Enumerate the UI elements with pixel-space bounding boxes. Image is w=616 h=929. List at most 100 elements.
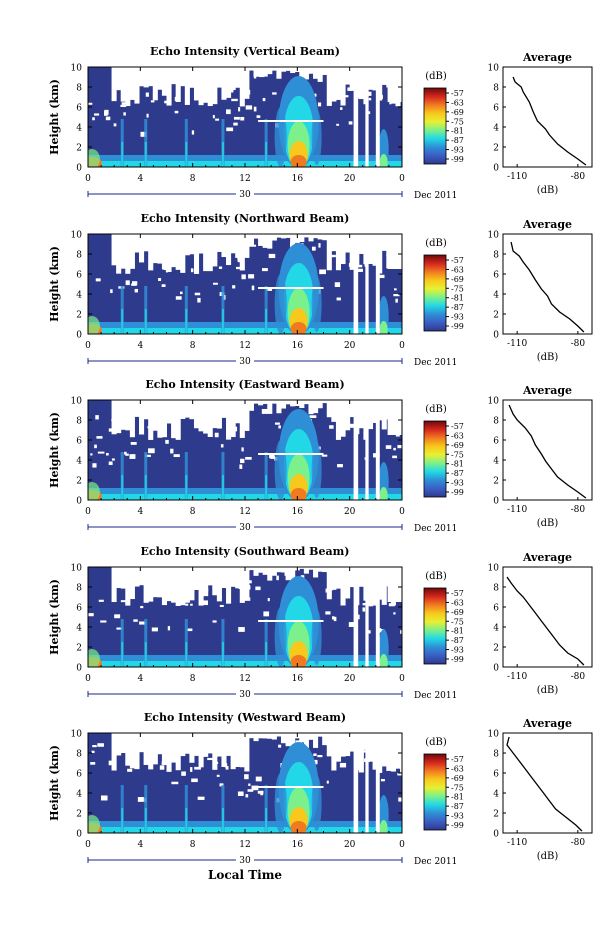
y-tick-label: 2	[76, 644, 82, 654]
y-axis-label: Height (km)	[48, 412, 61, 488]
y-tick-label: 6	[76, 437, 82, 447]
no-data-cell	[184, 234, 190, 256]
no-data-cell	[152, 567, 158, 598]
no-data-cell	[123, 112, 126, 116]
data-gap	[353, 400, 359, 500]
y-tick-label: 8	[76, 84, 82, 94]
no-data-cell	[317, 733, 323, 737]
average-x-tick-label: -110	[507, 339, 527, 349]
no-data-cell	[116, 67, 122, 91]
no-data-cell	[189, 234, 195, 255]
no-data-cell	[285, 733, 291, 747]
no-data-cell	[158, 277, 162, 281]
no-data-cell	[276, 733, 282, 737]
no-data-cell	[98, 599, 104, 602]
echo-plume	[88, 316, 100, 334]
no-data-cell	[335, 400, 342, 440]
data-gap	[365, 733, 369, 833]
no-data-cell	[133, 619, 138, 622]
no-data-cell	[335, 567, 342, 589]
x-tick-label: 20	[344, 341, 356, 351]
no-data-cell	[235, 234, 241, 258]
no-data-cell	[348, 622, 356, 627]
no-data-cell	[116, 234, 122, 274]
x-tick-label: 4	[137, 174, 143, 184]
no-data-cell	[367, 234, 374, 264]
echo-streak-core	[265, 642, 268, 667]
no-data-cell	[248, 733, 255, 739]
no-data-cell	[237, 791, 244, 796]
no-data-cell	[170, 575, 174, 578]
colorbar-tick-label: -75	[451, 783, 464, 792]
no-data-cell	[262, 567, 268, 575]
colorbar-unit: (dB)	[425, 71, 447, 82]
no-data-cell	[322, 400, 328, 404]
no-data-cell	[238, 627, 245, 632]
colorbar-tick-label: -75	[451, 284, 464, 293]
no-data-cell	[240, 116, 245, 121]
no-data-cell	[145, 92, 149, 97]
bright-band-gap	[258, 287, 324, 289]
no-data-cell	[244, 234, 250, 258]
no-data-cell	[114, 416, 119, 421]
no-data-cell	[175, 234, 181, 270]
x-tick-label: 8	[190, 840, 196, 850]
no-data-cell	[212, 620, 217, 623]
no-data-cell	[207, 733, 213, 754]
no-data-cell	[285, 400, 291, 405]
colorbar-tick-label: -57	[451, 755, 464, 764]
no-data-cell	[216, 67, 222, 88]
no-data-cell	[267, 234, 273, 249]
no-data-cell	[337, 257, 341, 262]
no-data-cell	[230, 234, 236, 254]
no-data-cell	[179, 291, 183, 295]
no-data-cell	[381, 733, 387, 767]
no-data-cell	[207, 67, 213, 107]
data-gap	[365, 67, 369, 167]
average-profile-line	[508, 404, 587, 499]
no-data-cell	[397, 772, 402, 776]
no-data-cell	[346, 585, 349, 589]
x-tick-label: 0	[85, 174, 91, 184]
no-data-cell	[186, 628, 193, 632]
no-data-cell	[92, 463, 97, 468]
no-data-cell	[321, 454, 328, 457]
data-gap	[353, 234, 359, 334]
no-data-cell	[125, 280, 130, 286]
panel-2: Echo Intensity (Eastward Beam) 0 2 4 6 8 10 Hei…	[48, 378, 593, 534]
colorbar-tick-label: -63	[451, 265, 464, 274]
no-data-cell	[271, 234, 277, 241]
x-tick-label: 8	[190, 341, 196, 351]
no-data-cell	[189, 567, 195, 601]
no-data-cell	[152, 67, 158, 101]
no-data-cell	[139, 67, 145, 87]
no-data-cell	[185, 603, 189, 606]
average-title: Average	[522, 551, 572, 564]
echo-streak-core	[185, 475, 188, 500]
no-data-cell	[111, 400, 117, 435]
average-x-label: (dB)	[537, 685, 559, 696]
echo-streak-core	[265, 309, 268, 334]
no-data-cell	[244, 89, 251, 95]
colorbar-tick-label: -69	[451, 108, 464, 117]
data-gap	[365, 234, 369, 334]
no-data-cell	[258, 234, 264, 246]
no-data-cell	[230, 733, 236, 770]
y-tick-label: 4	[76, 457, 82, 467]
no-data-cell	[330, 254, 336, 258]
no-data-cell	[92, 745, 97, 748]
no-data-cell	[212, 246, 219, 251]
no-data-cell	[134, 400, 140, 417]
no-data-cell	[152, 733, 158, 765]
no-data-cell	[221, 400, 227, 418]
no-data-cell	[331, 400, 337, 422]
no-data-cell	[331, 67, 337, 102]
no-data-cell	[197, 297, 201, 303]
colorbar-tick-label: -69	[451, 774, 464, 783]
no-data-cell	[395, 298, 398, 303]
no-data-cell	[218, 748, 224, 752]
date-label: Dec 2011	[414, 191, 457, 201]
no-data-cell	[212, 114, 215, 119]
no-data-cell	[358, 234, 364, 254]
no-data-cell	[108, 760, 113, 766]
